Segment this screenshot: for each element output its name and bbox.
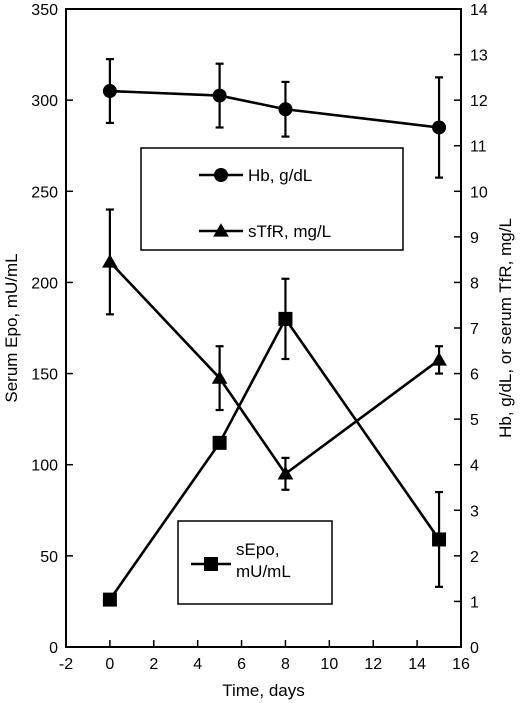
- x-tick-label: -2: [59, 656, 73, 673]
- y-right-tick-label: 12: [470, 93, 488, 110]
- x-tick-label: 6: [237, 656, 246, 673]
- y-right-tick-label: 1: [470, 594, 479, 611]
- legend-label: sTfR, mg/L: [248, 222, 331, 241]
- y-left-axis-label: Serum Epo, mU/mL: [2, 253, 21, 402]
- x-axis-label: Time, days: [222, 681, 305, 700]
- data-point: [102, 592, 117, 607]
- legend-box: [140, 147, 404, 251]
- series-layer: [102, 58, 447, 607]
- data-point: [102, 254, 118, 268]
- x-tick-label: 4: [193, 656, 202, 673]
- series-square: [102, 277, 447, 607]
- y-right-axis-label: Hb, g/dL, or serum TfR, mg/L: [496, 218, 515, 438]
- legend-marker: [213, 223, 229, 237]
- y-right-tick-label: 4: [470, 458, 479, 475]
- x-tick-label: 8: [281, 656, 290, 673]
- series-circle: [102, 58, 447, 179]
- y-right-tick-label: 0: [470, 640, 479, 657]
- legend-marker: [214, 168, 228, 182]
- series-line: [108, 261, 440, 476]
- y-left-tick-label: 50: [40, 549, 58, 566]
- y-right-tick-label: 10: [470, 184, 488, 201]
- axes: -2 0 2 4 6 8 10 12 14 160501001502002503003500123…: [31, 2, 488, 673]
- data-point: [431, 352, 447, 366]
- data-point: [212, 435, 227, 450]
- y-right-tick-label: 5: [470, 412, 479, 429]
- y-right-tick-label: 9: [470, 230, 479, 247]
- legend-box: [177, 520, 333, 605]
- series-line: [109, 89, 440, 129]
- y-left-tick-label: 150: [31, 367, 58, 384]
- data-point: [432, 120, 447, 135]
- data-point: [277, 466, 294, 480]
- legend-lower: sEpo, mU/mL: [177, 520, 333, 605]
- y-left-tick-label: 250: [31, 184, 58, 201]
- y-right-tick-label: 2: [470, 549, 479, 566]
- y-right-tick-label: 13: [470, 48, 488, 65]
- legends: Hb, g/dL sTfR, mg/L sEpo, mU/mL: [140, 147, 404, 605]
- y-left-tick-label: 200: [31, 275, 58, 292]
- legend-label: sEpo,: [236, 540, 279, 559]
- y-left-tick-label: 350: [31, 2, 58, 19]
- y-right-tick-label: 7: [470, 321, 479, 338]
- legend-label: mU/mL: [236, 562, 291, 581]
- y-right-tick-label: 3: [470, 503, 479, 520]
- data-point: [211, 370, 228, 384]
- x-tick-label: 0: [105, 656, 114, 673]
- y-left-tick-label: 0: [49, 640, 58, 657]
- x-tick-label: 10: [320, 656, 338, 673]
- legend-marker: [204, 557, 218, 571]
- y-left-tick-label: 300: [31, 93, 58, 110]
- data-point: [102, 84, 117, 99]
- data-point: [278, 311, 293, 326]
- y-right-tick-label: 14: [470, 2, 488, 19]
- y-left-tick-label: 100: [31, 458, 58, 475]
- series-triangle: [102, 208, 447, 491]
- legend-upper: Hb, g/dL sTfR, mg/L: [140, 147, 404, 251]
- series-line: [108, 316, 441, 601]
- y-right-tick-label: 6: [470, 367, 479, 384]
- y-right-tick-label: 8: [470, 275, 479, 292]
- y-right-tick-label: 11: [470, 139, 487, 156]
- data-point: [432, 532, 447, 547]
- axis-labels: Time, days Serum Epo, mU/mL Hb, g/dL, or…: [2, 218, 515, 700]
- x-tick-label: 14: [408, 656, 426, 673]
- x-tick-label: 2: [149, 656, 158, 673]
- data-point: [278, 102, 293, 117]
- data-point: [212, 88, 227, 103]
- x-tick-label: 16: [452, 656, 470, 673]
- legend-label: Hb, g/dL: [248, 166, 312, 185]
- x-tick-label: 12: [364, 656, 382, 673]
